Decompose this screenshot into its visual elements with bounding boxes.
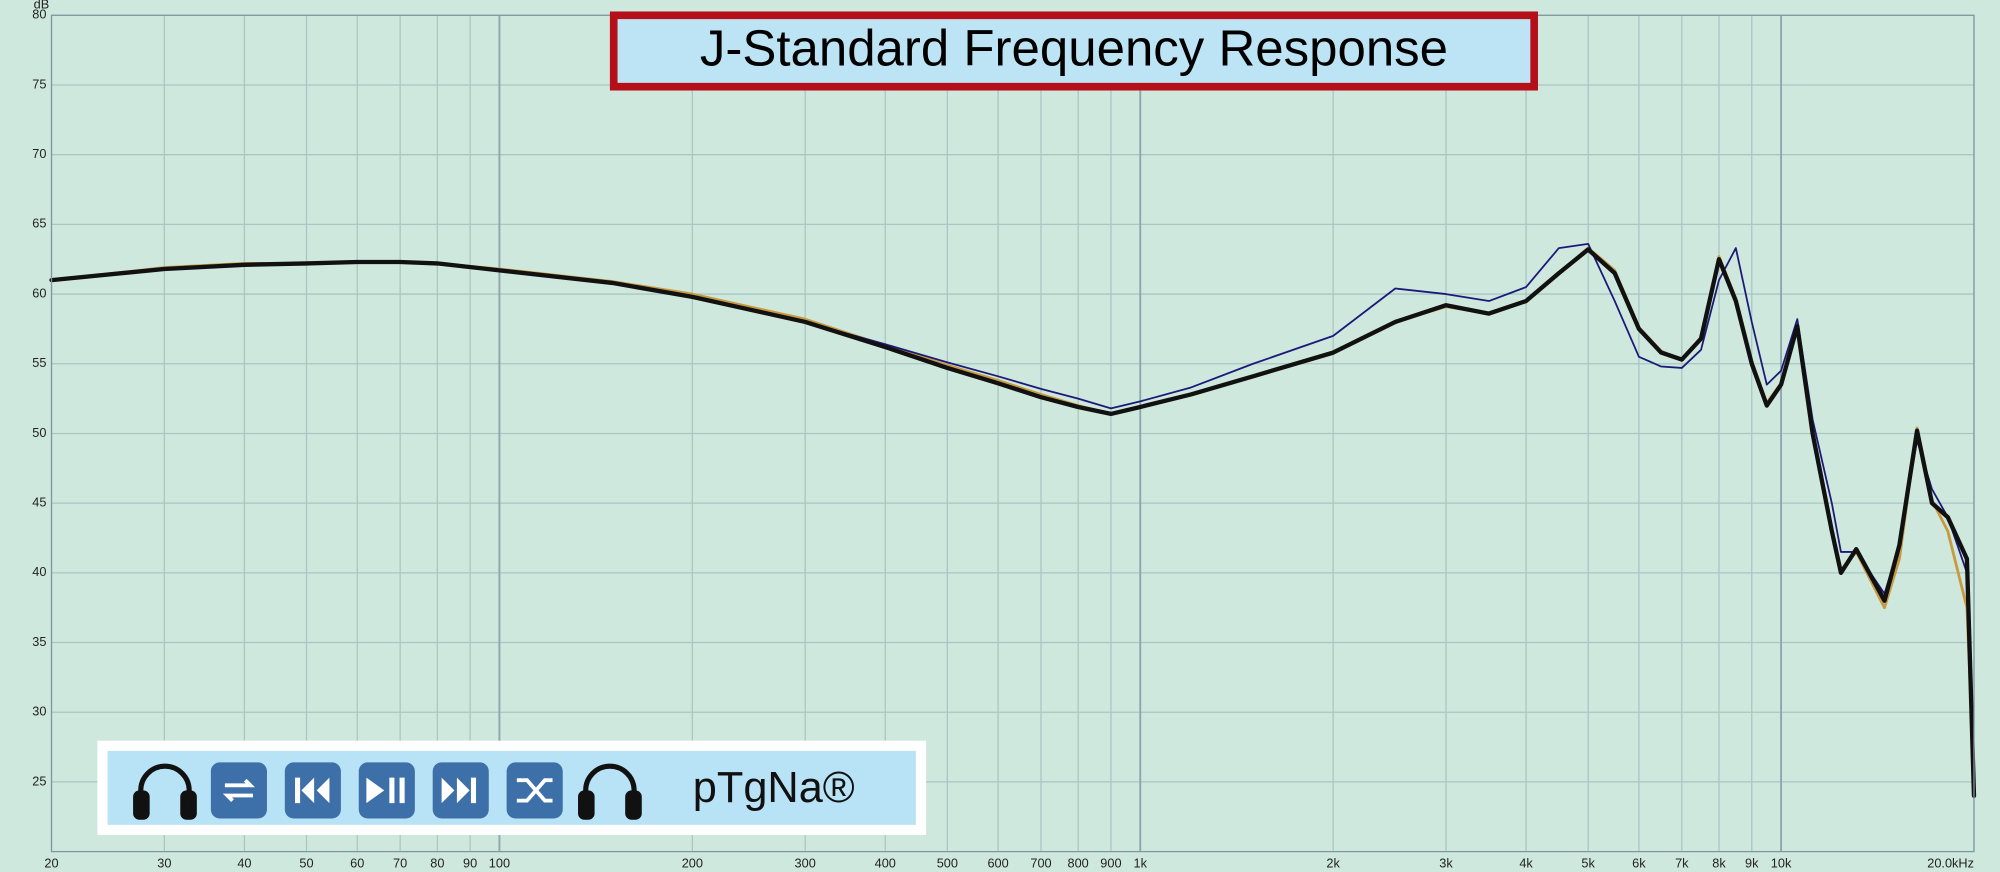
x-tick-label: 9k [1745,856,1759,871]
y-tick-label: 30 [32,704,46,719]
x-tick-label: 30 [157,856,171,871]
play-pause-button[interactable] [358,762,415,819]
y-tick-label: 25 [32,773,46,788]
y-tick-label: 60 [32,285,46,300]
x-tick-label: 100 [489,856,510,871]
x-tick-label: 500 [937,856,958,871]
y-tick-label: 40 [32,564,46,579]
x-tick-label: 3k [1439,856,1453,871]
x-tick-label: 300 [795,856,816,871]
x-tick-label: 10k [1771,856,1792,871]
toolbar: pTgNa® [97,740,927,836]
series-line [49,247,1977,799]
chart-title: J-Standard Frequency Response [700,20,1448,77]
x-tick-label: 700 [1030,856,1051,871]
title-box [609,11,1538,91]
x-tick-label: 6k [1632,856,1646,871]
x-tick-label: 2k [1326,856,1340,871]
x-tick-label: 80 [430,856,444,871]
y-tick-label: 50 [32,425,46,440]
headphones-icon [578,763,642,820]
y-tick-label: 45 [32,495,46,510]
x-tick-label: 200 [682,856,703,871]
y-tick-label: 70 [32,146,46,161]
brand-label: pTgNa® [693,764,855,812]
x-tick-label: 90 [463,856,477,871]
lines [49,242,1977,799]
previous-icon [295,777,330,804]
headphones-icon [133,763,197,820]
y-tick-label: 35 [32,634,46,649]
x-tick-label: 4k [1519,856,1533,871]
media-buttons [210,762,563,819]
x-tick-label: 20.0kHz [1927,856,1974,871]
x-tick-label: 7k [1675,856,1689,871]
x-tick-label: 800 [1068,856,1089,871]
y-tick-label: 75 [32,76,46,91]
y-tick-label: 80 [32,7,46,22]
shuffle-icon [516,778,553,803]
y-tick-label: 65 [32,216,46,231]
x-tick-label: 70 [393,856,407,871]
y-axis-label: dB [34,0,50,11]
x-tick-label: 20 [44,856,58,871]
x-tick-label: 900 [1100,856,1121,871]
x-tick-label: 5k [1581,856,1595,871]
repeat-icon [222,778,256,802]
y-tick-label: 55 [32,355,46,370]
x-tick-label: 1k [1134,856,1148,871]
x-tick-label: 400 [875,856,896,871]
x-tick-label: 600 [987,856,1008,871]
play-pause-icon [366,777,405,804]
x-tick-label: 8k [1712,856,1726,871]
repeat-button[interactable] [210,762,267,819]
x-tick-label: 60 [350,856,364,871]
x-tick-label: 40 [237,856,251,871]
next-icon [441,777,477,804]
x-tick-label: 50 [299,856,313,871]
